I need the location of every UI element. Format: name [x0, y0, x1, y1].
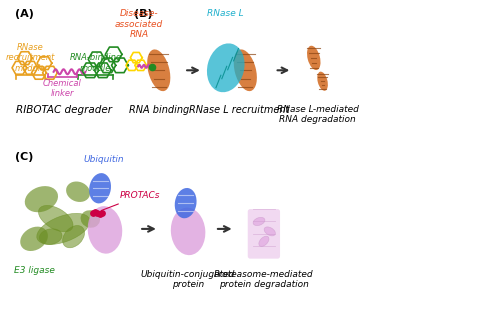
- FancyBboxPatch shape: [248, 209, 280, 259]
- Text: E3 ligase: E3 ligase: [14, 266, 54, 275]
- Ellipse shape: [88, 206, 122, 254]
- Ellipse shape: [207, 43, 244, 92]
- Ellipse shape: [253, 217, 265, 225]
- Ellipse shape: [20, 227, 48, 251]
- Text: Ubiquitin-conjugated
protein: Ubiquitin-conjugated protein: [141, 270, 236, 289]
- Text: Proteasome-mediated
protein degradation: Proteasome-mediated protein degradation: [214, 270, 314, 289]
- Point: [96, 212, 104, 217]
- Text: RNA-binding
module: RNA-binding module: [70, 53, 122, 73]
- Text: Disease-
associated
RNA: Disease- associated RNA: [115, 9, 164, 39]
- Ellipse shape: [25, 186, 58, 212]
- Point: [148, 65, 156, 70]
- Text: RNase L-mediated
RNA degradation: RNase L-mediated RNA degradation: [276, 105, 358, 124]
- Ellipse shape: [307, 46, 320, 70]
- Ellipse shape: [259, 236, 269, 246]
- Text: RIBOTAC degrader: RIBOTAC degrader: [16, 105, 112, 115]
- Text: RNase L recruitment: RNase L recruitment: [190, 105, 290, 115]
- Text: RNase L: RNase L: [208, 9, 244, 18]
- Text: Ubiquitin: Ubiquitin: [84, 156, 124, 165]
- Ellipse shape: [40, 229, 62, 244]
- Ellipse shape: [89, 173, 111, 204]
- Text: (A): (A): [16, 9, 34, 19]
- Ellipse shape: [38, 205, 73, 232]
- Ellipse shape: [234, 49, 257, 91]
- Ellipse shape: [80, 210, 100, 228]
- Text: RNase
recruitment
module: RNase recruitment module: [6, 43, 55, 73]
- Point: [94, 210, 102, 215]
- Text: (C): (C): [16, 152, 34, 162]
- Point: [88, 211, 96, 216]
- Ellipse shape: [171, 208, 205, 255]
- Ellipse shape: [174, 188, 197, 218]
- Point: [98, 211, 106, 216]
- Ellipse shape: [147, 49, 171, 91]
- Ellipse shape: [62, 225, 84, 248]
- Point: [91, 209, 99, 214]
- Text: RNA binding: RNA binding: [128, 105, 189, 115]
- Ellipse shape: [37, 213, 90, 244]
- Ellipse shape: [264, 227, 276, 236]
- Ellipse shape: [66, 182, 90, 202]
- Text: (B): (B): [134, 9, 153, 19]
- Text: PROTACs: PROTACs: [101, 191, 160, 211]
- Text: Chemical
linker: Chemical linker: [43, 79, 82, 98]
- Ellipse shape: [318, 71, 328, 91]
